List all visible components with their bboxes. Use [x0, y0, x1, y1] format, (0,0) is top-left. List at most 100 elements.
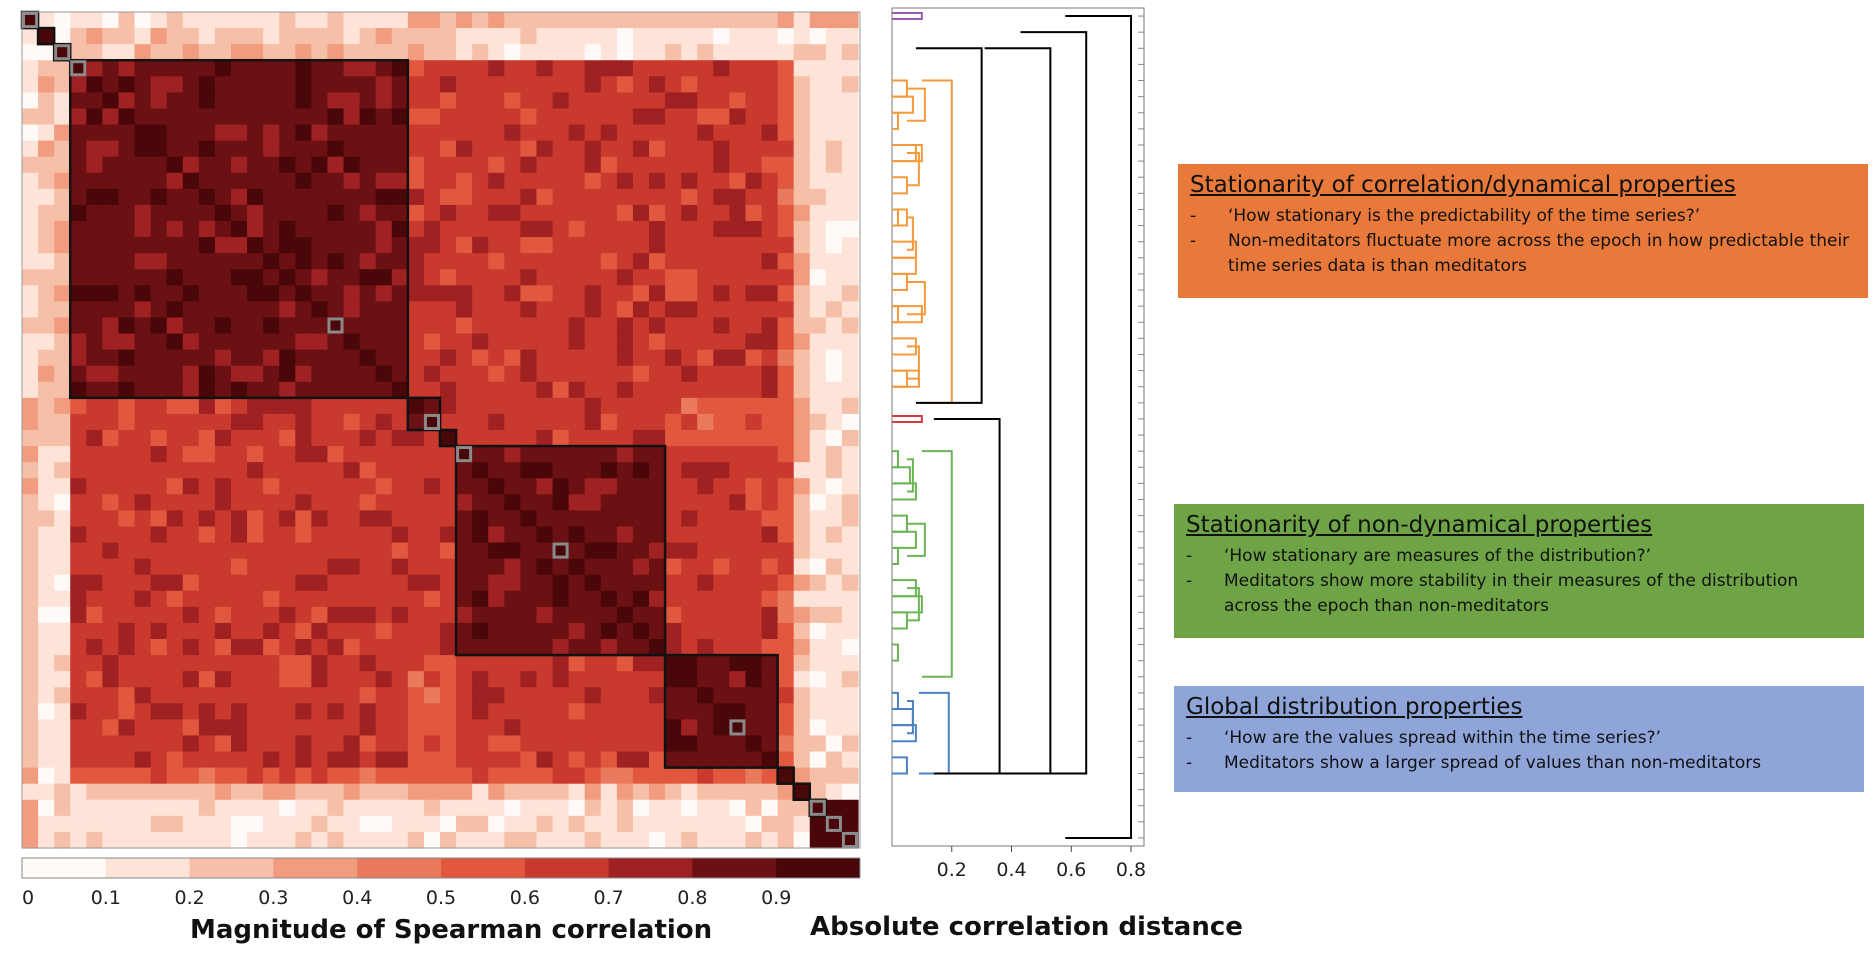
heatmap-cell: [825, 349, 843, 367]
heatmap-cell: [584, 44, 602, 61]
heatmap-cell: [359, 301, 377, 319]
heatmap-cell: [198, 28, 216, 45]
heatmap-cell: [488, 12, 505, 29]
heatmap-cell: [22, 349, 39, 367]
heatmap-cell: [134, 140, 152, 158]
heatmap-cell: [777, 172, 795, 190]
heatmap-cell: [214, 124, 232, 142]
heatmap-cell: [70, 124, 87, 142]
heatmap-cell: [761, 76, 779, 93]
heatmap-cell: [279, 285, 296, 302]
heatmap-cell: [600, 60, 618, 77]
heatmap-cell: [745, 172, 763, 190]
box-global-distribution: Global distribution properties - ‘How ar…: [1174, 686, 1864, 792]
heatmap-cell: [198, 140, 216, 158]
heatmap-cell: [263, 333, 280, 351]
heatmap-cell: [825, 44, 843, 61]
heatmap-cell: [697, 333, 714, 351]
heatmap-cell: [488, 365, 505, 383]
heatmap-cell: [54, 108, 71, 126]
heatmap-cell: [198, 156, 216, 174]
heatmap-cell: [214, 333, 232, 351]
heatmap-cell: [214, 301, 232, 319]
heatmap-cell: [584, 28, 602, 45]
heatmap-cell: [327, 156, 345, 174]
heatmap-cell: [214, 28, 232, 45]
heatmap-cell: [616, 317, 634, 335]
heatmap-cell: [520, 172, 538, 190]
heatmap-cell: [118, 156, 136, 174]
heatmap-cell: [263, 204, 280, 222]
heatmap-cell: [295, 349, 312, 367]
heatmap-cell: [616, 124, 634, 142]
heatmap-cell: [761, 253, 779, 270]
heatmap-cell: [295, 172, 312, 190]
dendrogram-link: [892, 12, 923, 21]
heatmap-cell: [134, 381, 152, 399]
heatmap-cell: [761, 12, 779, 29]
heatmap-cell: [311, 108, 329, 126]
heatmap-cell: [407, 140, 425, 158]
heatmap-cell: [745, 204, 763, 222]
heatmap-cell: [809, 204, 827, 222]
heatmap-cell: [616, 333, 634, 351]
heatmap-cell: [841, 124, 859, 142]
heatmap-cell: [375, 381, 393, 399]
heatmap-cell: [150, 60, 168, 77]
heatmap-cell: [649, 333, 666, 351]
heatmap-cell: [809, 349, 827, 367]
heatmap-cell: [809, 269, 827, 286]
heatmap-cell: [456, 269, 473, 286]
heatmap-cell: [407, 317, 425, 335]
heatmap-cell: [616, 156, 634, 174]
heatmap-cell: [809, 140, 827, 158]
heatmap-cell: [38, 381, 55, 399]
heatmap-cell: [343, 28, 361, 45]
heatmap-cell: [456, 140, 473, 158]
heatmap-cell: [681, 108, 698, 126]
heatmap-cell: [568, 156, 586, 174]
heatmap-cell: [54, 365, 71, 383]
heatmap-cell: [825, 60, 843, 77]
heatmap-cell: [311, 76, 329, 93]
heatmap-cell: [86, 317, 103, 335]
heatmap-cell: [70, 60, 87, 77]
heatmap-cell: [182, 140, 200, 158]
heatmap-cell: [729, 333, 747, 351]
heatmap-cell: [665, 221, 682, 238]
x-tick-label: 0.8: [1116, 859, 1146, 881]
item-text: Meditators show more stability in their …: [1224, 571, 1799, 616]
heatmap-cell: [295, 333, 312, 351]
heatmap-cell: [375, 204, 393, 222]
heatmap-cell: [793, 12, 811, 29]
heatmap-cell: [182, 237, 200, 254]
heatmap-cell: [423, 156, 441, 174]
heatmap-cell: [86, 172, 103, 190]
heatmap-cell: [697, 237, 714, 254]
heatmap-cell: [440, 76, 457, 93]
heatmap-cell: [649, 172, 666, 190]
heatmap-cell: [182, 365, 200, 383]
heatmap-cell: [327, 349, 345, 367]
heatmap-cell: [649, 44, 666, 61]
heatmap-cell: [182, 349, 200, 367]
heatmap-cell: [150, 221, 168, 238]
heatmap-cell: [198, 188, 216, 206]
heatmap-cell: [504, 44, 521, 61]
heatmap-cell: [311, 285, 329, 302]
dendrogram-link: [906, 87, 926, 122]
heatmap-cell: [616, 28, 634, 45]
heatmap-cell: [777, 124, 795, 142]
heatmap-cell: [70, 221, 87, 238]
heatmap-cell: [343, 301, 361, 319]
heatmap-cell: [665, 12, 682, 29]
heatmap-cell: [423, 237, 441, 254]
heatmap-cell: [488, 156, 505, 174]
heatmap-cell: [182, 92, 200, 110]
heatmap-cell: [488, 92, 505, 110]
heatmap-cell: [423, 221, 441, 238]
heatmap-cell: [375, 333, 393, 351]
heatmap-cell: [793, 285, 811, 302]
heatmap-cell: [520, 60, 538, 77]
heatmap-cell: [70, 269, 87, 286]
